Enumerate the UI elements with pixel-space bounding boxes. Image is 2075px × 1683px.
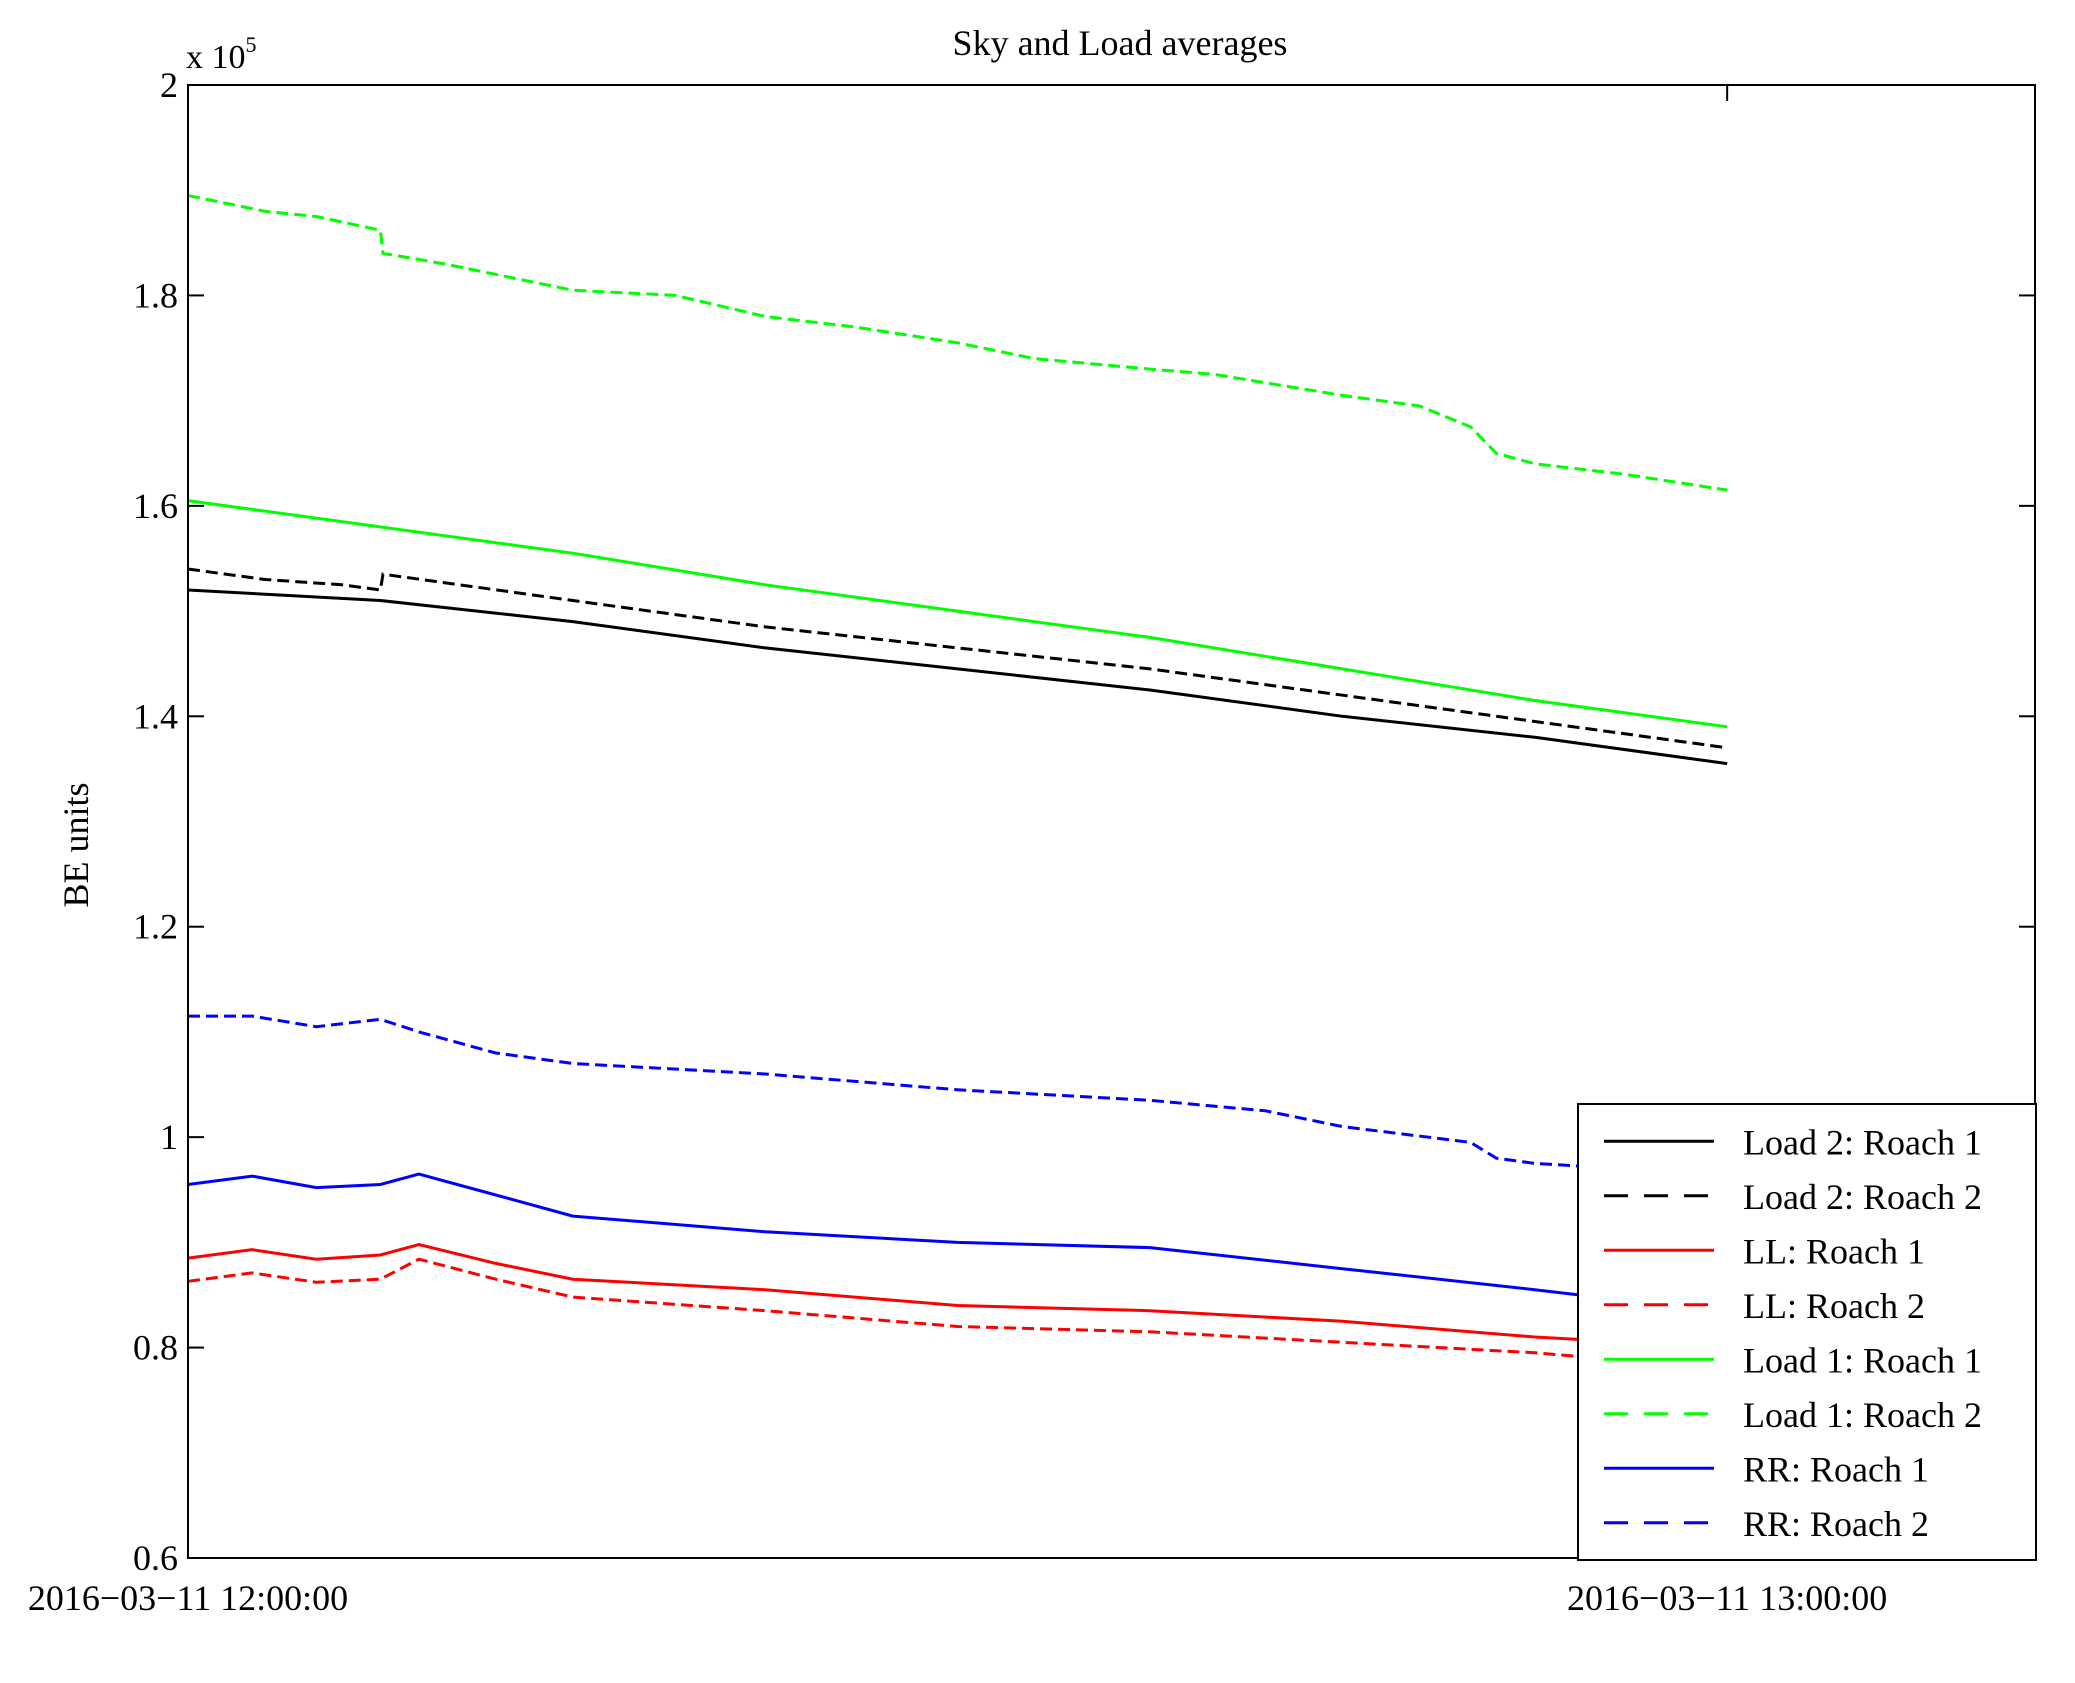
legend-label-8: RR: Roach 2 xyxy=(1743,1504,1929,1544)
legend: Load 2: Roach 1 Load 2: Roach 2 LL: Roach … xyxy=(1577,1103,2037,1561)
y-multiplier-label: x 105 xyxy=(186,32,257,76)
legend-label-2: Load 2: Roach 2 xyxy=(1743,1177,1982,1217)
legend-label-3: LL: Roach 1 xyxy=(1743,1231,1925,1271)
y-axis-label: BE units xyxy=(56,782,96,907)
legend-label-4: LL: Roach 2 xyxy=(1743,1286,1925,1326)
plot-frame xyxy=(187,84,2036,1559)
y-multiplier-base: x 10 xyxy=(186,39,246,76)
y-tick-label-2: 1 xyxy=(160,1117,178,1157)
series-line-6 xyxy=(187,194,1728,492)
x-tick-label-1: 2016−03−11 13:00:00 xyxy=(1567,1578,1887,1618)
series-line-8 xyxy=(188,1014,1625,1171)
x-tick-label-0: 2016−03−11 12:00:00 xyxy=(28,1578,348,1618)
chart-title: Sky and Load averages xyxy=(953,23,1288,63)
y-tick-label-3: 1.2 xyxy=(133,907,178,947)
legend-box xyxy=(1577,1103,2037,1561)
y-multiplier-exponent: 5 xyxy=(246,32,257,57)
y-tick-label-6: 1.8 xyxy=(133,275,178,315)
y-tick-label-1: 0.8 xyxy=(133,1328,178,1368)
series-layer xyxy=(187,194,1728,1371)
series-line-4 xyxy=(187,1257,1728,1371)
series-line-7 xyxy=(187,1172,1625,1302)
series-line-2 xyxy=(187,567,1728,750)
axis-layer: 0.6 0.8 1 1.2 1.4 1.6 1.8 2 2016−03−11 12:00:00 2… xyxy=(28,65,2035,1618)
y-tick-label-4: 1.4 xyxy=(133,696,178,736)
legend-label-7: RR: Roach 1 xyxy=(1743,1449,1929,1489)
series-line-3 xyxy=(187,1242,1728,1350)
series-line-5 xyxy=(187,499,1728,729)
legend-label-1: Load 2: Roach 1 xyxy=(1743,1122,1982,1162)
y-tick-label-7: 2 xyxy=(160,65,178,105)
y-tick-label-5: 1.6 xyxy=(133,486,178,526)
legend-label-6: Load 1: Roach 2 xyxy=(1743,1395,1982,1435)
series-line-1 xyxy=(187,588,1728,766)
y-tick-label-0: 0.6 xyxy=(133,1538,178,1578)
legend-label-5: Load 1: Roach 1 xyxy=(1743,1340,1982,1380)
